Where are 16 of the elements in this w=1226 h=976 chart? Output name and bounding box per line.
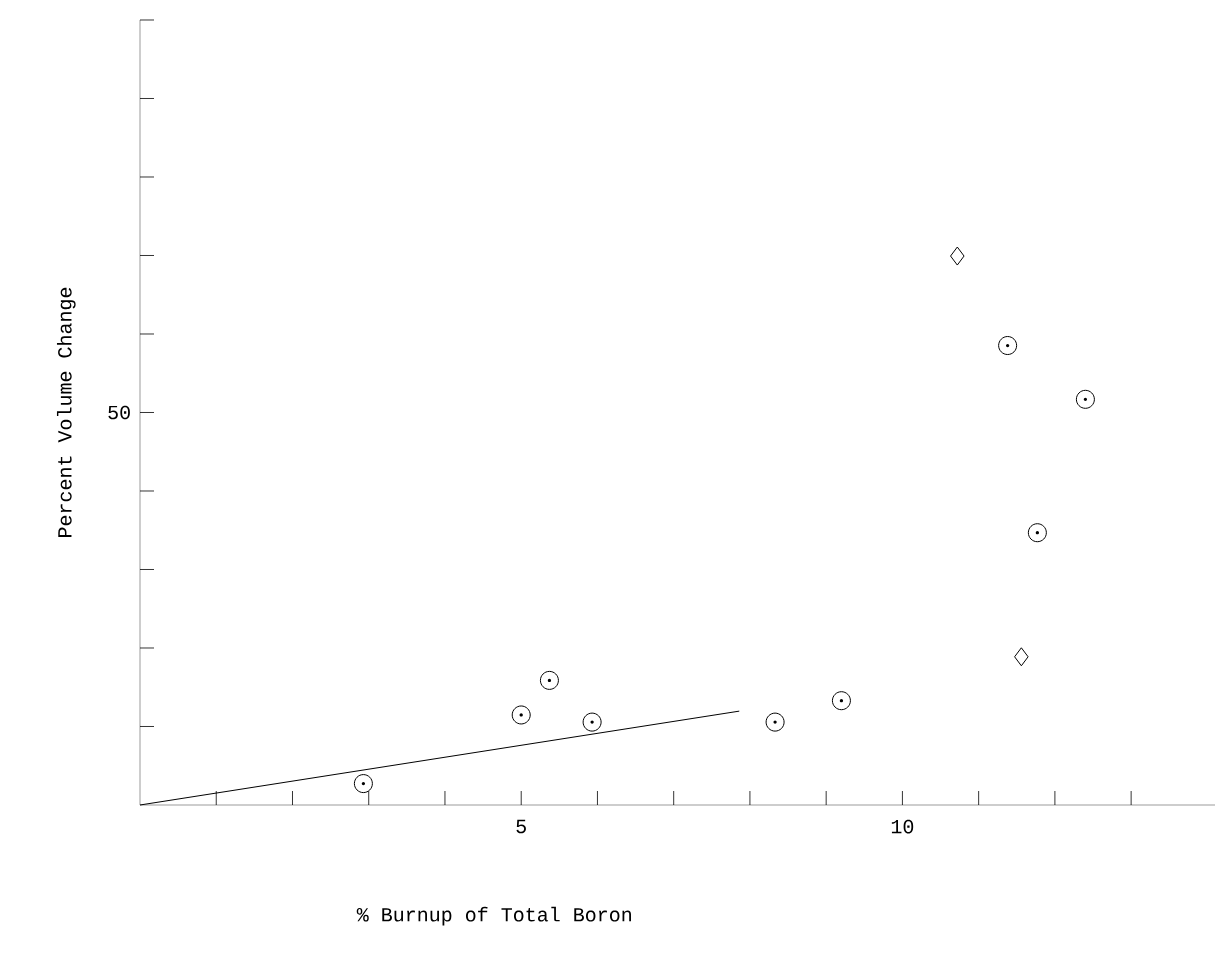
text: 50: [108, 405, 130, 420]
x-axis-title: % Burnup of Total Boron: [356, 906, 631, 926]
point: [353, 774, 373, 794]
point: [1075, 389, 1095, 409]
point: [1027, 523, 1047, 543]
point: [831, 691, 851, 711]
x-tick-label: 5: [516, 819, 526, 834]
x-tick-label: 10: [891, 819, 914, 834]
point: [511, 705, 531, 725]
point: [1014, 647, 1029, 667]
point: [582, 712, 602, 732]
point: [950, 246, 965, 266]
point: [539, 670, 559, 690]
point: [998, 336, 1018, 356]
y-axis-title: Percent Volume Change: [56, 287, 76, 537]
point: [765, 712, 785, 732]
